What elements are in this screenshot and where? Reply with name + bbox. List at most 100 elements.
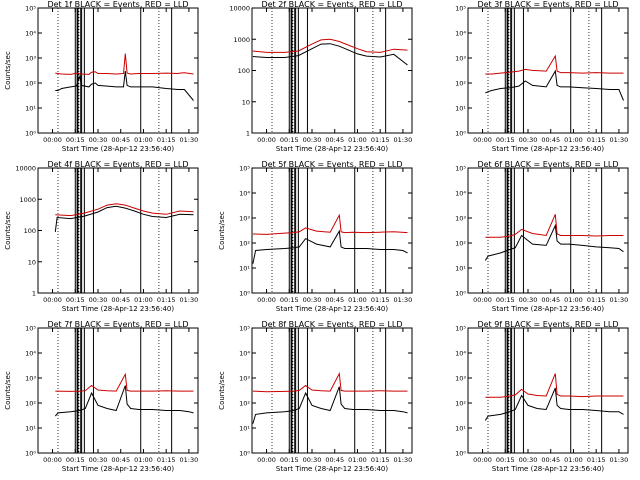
y-tick-label: 10⁰ (455, 130, 466, 138)
series-events-black (485, 69, 624, 101)
x-tick-label: 00:00 (257, 456, 276, 464)
series-events-black (252, 386, 408, 424)
panel-det-9: Det 9f BLACK = Events, RED = LLD 00:00 00:… (455, 320, 629, 473)
x-tick-label: 00:45 (541, 456, 560, 464)
x-tick-label: 01:00 (348, 296, 367, 304)
y-tick-label: 10⁴ (455, 350, 466, 358)
x-tick-label: 01:15 (371, 296, 390, 304)
panel-title: Det 6f BLACK = Events, RED = LLD (477, 160, 618, 169)
series-lld-red (485, 373, 624, 398)
panel-title: Det 9f BLACK = Events, RED = LLD (477, 320, 618, 329)
x-tick-label: 00:00 (473, 296, 492, 304)
panel-det-5: Det 5f BLACK = Events, RED = LLD 00:00 00:… (218, 160, 413, 313)
x-tick-label: 01:00 (564, 456, 583, 464)
panel-det-3: Det 3f BLACK = Events, RED = LLD 00:00 00:… (455, 0, 629, 153)
x-tick-label: 00:15 (496, 136, 515, 144)
x-tick-label: 01:00 (564, 296, 583, 304)
y-tick-label: 10² (239, 400, 250, 408)
series-events-black (55, 71, 194, 101)
x-axis-label: Start Time (28-Apr-12 23:56:40) (62, 305, 174, 313)
x-tick-label: 00:00 (473, 136, 492, 144)
x-tick-label: 00:00 (257, 296, 276, 304)
y-tick-label: 10⁵ (455, 325, 466, 333)
y-tick-label: 10⁵ (25, 5, 36, 13)
x-tick-label: 00:30 (89, 136, 108, 144)
y-tick-label: 10⁴ (239, 190, 250, 198)
panel-det-8: Det 8f BLACK = Events, RED = LLD 00:00 00:… (218, 320, 413, 473)
x-tick-label: 00:30 (519, 296, 538, 304)
x-tick-label: 01:00 (134, 136, 153, 144)
x-tick-label: 01:15 (157, 296, 176, 304)
y-tick-label: 10³ (455, 55, 466, 63)
x-tick-label: 01:30 (180, 136, 199, 144)
panel-det-4: Det 4f BLACK = Events, RED = LLD 00:00 00:… (4, 160, 199, 313)
series-events-black (484, 223, 624, 261)
x-axis-label: Start Time (28-Apr-12 23:56:40) (276, 305, 388, 313)
panel-title: Det 2f BLACK = Events, RED = LLD (261, 0, 402, 9)
y-tick-label: 10³ (239, 215, 250, 223)
series-lld-red (55, 53, 194, 75)
y-tick-label: 10⁴ (239, 350, 250, 358)
series-events-black (484, 387, 624, 421)
x-tick-label: 00:45 (111, 456, 130, 464)
x-tick-label: 01:15 (587, 136, 606, 144)
plot-frame (37, 327, 199, 454)
plot-frame (467, 7, 629, 134)
y-tick-label: 10⁰ (455, 290, 466, 298)
x-tick-label: 00:15 (66, 456, 85, 464)
x-tick-label: 01:15 (587, 296, 606, 304)
x-tick-label: 01:00 (564, 136, 583, 144)
x-axis-label: Start Time (28-Apr-12 23:56:40) (62, 465, 174, 473)
x-tick-label: 01:15 (157, 136, 176, 144)
x-tick-label: 00:15 (280, 296, 299, 304)
y-tick-label: 10⁵ (455, 165, 466, 173)
x-tick-label: 01:15 (371, 136, 390, 144)
y-tick-label: 100 (24, 227, 36, 235)
x-axis-label: Start Time (28-Apr-12 23:56:40) (492, 465, 604, 473)
y-tick-label: 10 (242, 98, 250, 106)
panel-title: Det 4f BLACK = Events, RED = LLD (47, 160, 188, 169)
y-tick-label: 10¹ (25, 105, 36, 113)
y-axis-label: Counts/sec (4, 211, 12, 250)
panel-title: Det 8f BLACK = Events, RED = LLD (261, 320, 402, 329)
series-lld-red (485, 214, 624, 238)
y-tick-label: 10² (239, 240, 250, 248)
x-tick-label: 00:30 (89, 296, 108, 304)
plot-frame (37, 167, 199, 294)
plot-frame (251, 167, 413, 294)
y-tick-label: 10³ (25, 375, 36, 383)
x-tick-label: 00:45 (541, 296, 560, 304)
y-tick-label: 10¹ (239, 425, 250, 433)
x-tick-label: 00:15 (66, 296, 85, 304)
x-tick-label: 01:30 (394, 136, 413, 144)
y-tick-label: 10⁵ (239, 165, 250, 173)
y-axis-label: Counts/sec (218, 371, 226, 410)
x-tick-label: 00:15 (496, 456, 515, 464)
y-tick-label: 10⁰ (455, 450, 466, 458)
series-events-black (54, 205, 194, 232)
panel-det-2: Det 2f BLACK = Events, RED = LLD 00:00 00:… (229, 0, 413, 153)
panel-title: Det 7f BLACK = Events, RED = LLD (47, 320, 188, 329)
x-tick-label: 00:30 (519, 456, 538, 464)
x-tick-label: 01:30 (610, 456, 629, 464)
series-lld-red (252, 213, 408, 235)
panel-title: Det 1f BLACK = Events, RED = LLD (47, 0, 188, 9)
series-events-black (252, 43, 408, 66)
series-events-black (252, 229, 408, 264)
x-tick-label: 00:45 (325, 136, 344, 144)
x-tick-label: 00:30 (519, 136, 538, 144)
x-axis-label: Start Time (28-Apr-12 23:56:40) (62, 145, 174, 153)
y-tick-label: 10⁴ (25, 350, 36, 358)
panel-title: Det 3f BLACK = Events, RED = LLD (477, 0, 618, 9)
y-tick-label: 10 (28, 258, 36, 266)
x-tick-label: 01:15 (587, 456, 606, 464)
y-tick-label: 1 (246, 130, 250, 138)
x-tick-label: 01:00 (348, 456, 367, 464)
plot-frame (37, 7, 199, 134)
y-tick-label: 10² (25, 80, 36, 88)
series-lld-red (485, 54, 624, 75)
x-tick-label: 00:00 (43, 296, 62, 304)
x-tick-label: 00:45 (325, 456, 344, 464)
x-tick-label: 00:00 (43, 136, 62, 144)
